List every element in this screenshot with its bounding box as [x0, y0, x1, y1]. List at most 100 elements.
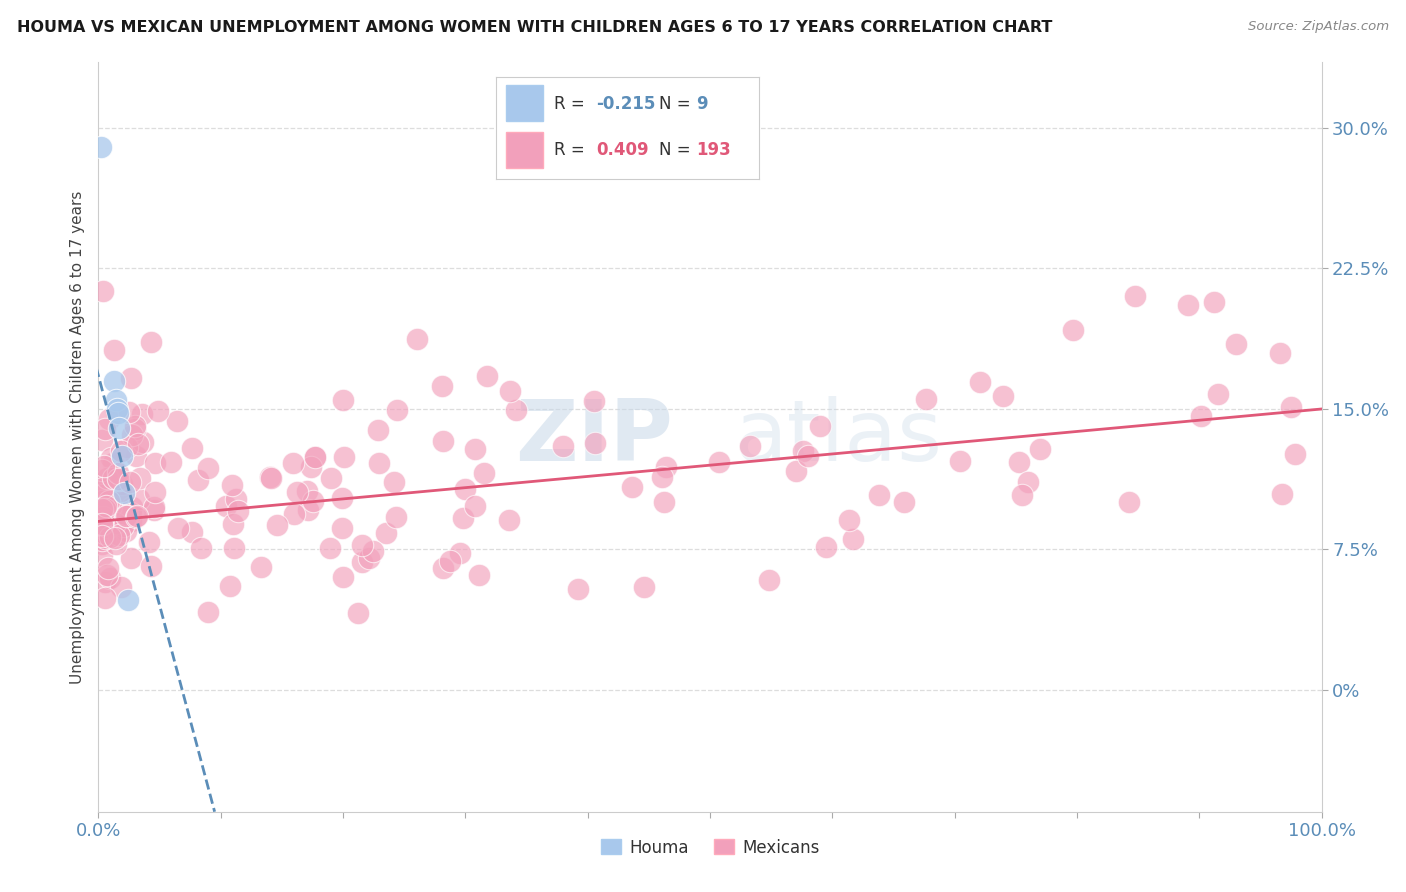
- Point: [332, 392, 354, 407]
- Point: [139, 559, 162, 574]
- Point: [432, 560, 454, 574]
- Point: [464, 442, 486, 457]
- Point: [1271, 487, 1294, 501]
- Point: [93, 458, 115, 473]
- Point: [651, 469, 673, 483]
- Point: [108, 491, 131, 505]
- Point: [304, 450, 326, 465]
- Point: [117, 405, 139, 419]
- Point: [1029, 442, 1052, 456]
- Point: [124, 422, 146, 436]
- Point: [304, 450, 326, 465]
- Point: [93, 513, 115, 527]
- Text: atlas: atlas: [734, 395, 942, 479]
- Point: [97, 494, 120, 508]
- Point: [475, 369, 498, 384]
- Point: [90, 139, 112, 153]
- Point: [93, 284, 115, 298]
- Point: [108, 420, 131, 434]
- Point: [110, 580, 132, 594]
- Point: [127, 436, 149, 450]
- Point: [181, 525, 204, 540]
- Point: [893, 494, 915, 508]
- Point: [98, 412, 121, 426]
- Point: [785, 464, 807, 478]
- Point: [347, 607, 370, 621]
- Point: [94, 516, 117, 530]
- Point: [1191, 409, 1213, 424]
- Point: [120, 551, 142, 566]
- Point: [142, 503, 165, 517]
- Point: [969, 376, 991, 390]
- Point: [499, 384, 522, 398]
- Point: [93, 487, 115, 501]
- Point: [1017, 475, 1039, 490]
- Point: [319, 471, 342, 485]
- Point: [357, 551, 380, 566]
- Point: [91, 517, 114, 532]
- Point: [96, 524, 118, 538]
- Point: [111, 519, 134, 533]
- Point: [97, 561, 120, 575]
- Point: [97, 494, 120, 508]
- Point: [472, 466, 495, 480]
- Point: [1062, 323, 1084, 337]
- Point: [738, 439, 761, 453]
- Point: [91, 493, 114, 508]
- Point: [120, 475, 142, 489]
- Point: [350, 538, 373, 552]
- Point: [1225, 337, 1247, 351]
- Point: [914, 392, 936, 406]
- Point: [758, 573, 780, 587]
- Point: [104, 516, 127, 531]
- Point: [814, 540, 837, 554]
- Point: [98, 571, 121, 585]
- Point: [111, 449, 134, 463]
- Point: [91, 509, 114, 524]
- Point: [215, 499, 238, 513]
- Point: [104, 531, 127, 545]
- Point: [132, 434, 155, 449]
- Point: [385, 403, 408, 417]
- Point: [1206, 387, 1229, 401]
- Point: [115, 440, 138, 454]
- Point: [110, 476, 132, 491]
- Point: [96, 568, 118, 582]
- Point: [105, 401, 128, 416]
- Point: [197, 605, 219, 619]
- Point: [222, 516, 245, 531]
- Point: [367, 456, 389, 470]
- Point: [105, 536, 128, 550]
- Point: [797, 449, 820, 463]
- Point: [101, 456, 124, 470]
- Point: [707, 455, 730, 469]
- Point: [225, 491, 247, 506]
- Point: [96, 471, 118, 485]
- Point: [219, 578, 242, 592]
- Point: [93, 525, 115, 540]
- Point: [121, 428, 143, 442]
- Point: [120, 506, 142, 520]
- Point: [91, 463, 114, 477]
- Point: [107, 473, 129, 487]
- Point: [94, 499, 117, 513]
- Point: [553, 439, 575, 453]
- Point: [299, 459, 322, 474]
- Point: [620, 480, 643, 494]
- Point: [266, 517, 288, 532]
- Point: [91, 483, 114, 497]
- Point: [98, 529, 121, 543]
- Point: [131, 407, 153, 421]
- Point: [361, 543, 384, 558]
- Point: [124, 509, 146, 524]
- Point: [94, 591, 117, 606]
- Point: [91, 496, 114, 510]
- Point: [374, 526, 396, 541]
- Point: [332, 570, 354, 584]
- Y-axis label: Unemployment Among Women with Children Ages 6 to 17 years: Unemployment Among Women with Children A…: [69, 190, 84, 684]
- Point: [993, 389, 1015, 403]
- Point: [297, 503, 319, 517]
- Point: [582, 393, 605, 408]
- Point: [1177, 298, 1199, 312]
- Point: [110, 483, 132, 498]
